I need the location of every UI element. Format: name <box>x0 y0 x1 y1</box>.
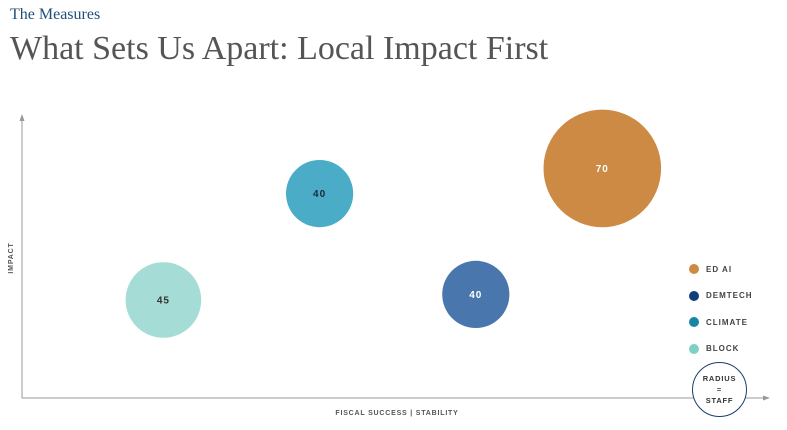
legend: ED AI DEMTECH CLIMATE BLOCK <box>689 256 753 362</box>
bubble-value-label: 70 <box>596 164 609 175</box>
bubble-value-label: 45 <box>157 296 170 307</box>
y-axis-arrow <box>19 114 25 121</box>
y-axis-label: IMPACT <box>8 242 15 273</box>
bubble-demtech <box>442 260 510 328</box>
bubble-value-label: 40 <box>469 290 482 301</box>
page-title: What Sets Us Apart: Local Impact First <box>10 30 549 67</box>
bubble-ed-ai <box>543 109 662 228</box>
legend-label: DEMTECH <box>706 291 753 301</box>
bubble-block <box>125 262 202 338</box>
legend-item-block: BLOCK <box>689 336 753 363</box>
legend-label: BLOCK <box>706 344 740 354</box>
legend-swatch <box>689 317 699 328</box>
legend-item-demtech: DEMTECH <box>689 283 753 310</box>
legend-label: CLIMATE <box>706 317 748 327</box>
size-key-badge: RADIUS = STAFF <box>692 362 747 417</box>
legend-swatch <box>689 290 699 301</box>
size-key-line: STAFF <box>705 396 734 405</box>
size-key-line: = <box>716 385 723 394</box>
bubble-climate <box>286 160 354 228</box>
legend-label: ED AI <box>706 264 733 274</box>
legend-item-climate: CLIMATE <box>689 309 753 336</box>
eyebrow-heading: The Measures <box>10 6 101 23</box>
bubble-value-label: 40 <box>313 189 326 200</box>
legend-swatch <box>689 264 699 275</box>
legend-swatch <box>689 343 699 354</box>
bubbles-group: 70 40 40 45 <box>125 109 662 338</box>
axes <box>19 114 770 401</box>
size-key-line: RADIUS <box>702 374 737 383</box>
legend-item-ed-ai: ED AI <box>689 256 753 283</box>
x-axis-arrow <box>763 395 770 401</box>
x-axis-label: FISCAL SUCCESS | STABILITY <box>335 410 458 417</box>
